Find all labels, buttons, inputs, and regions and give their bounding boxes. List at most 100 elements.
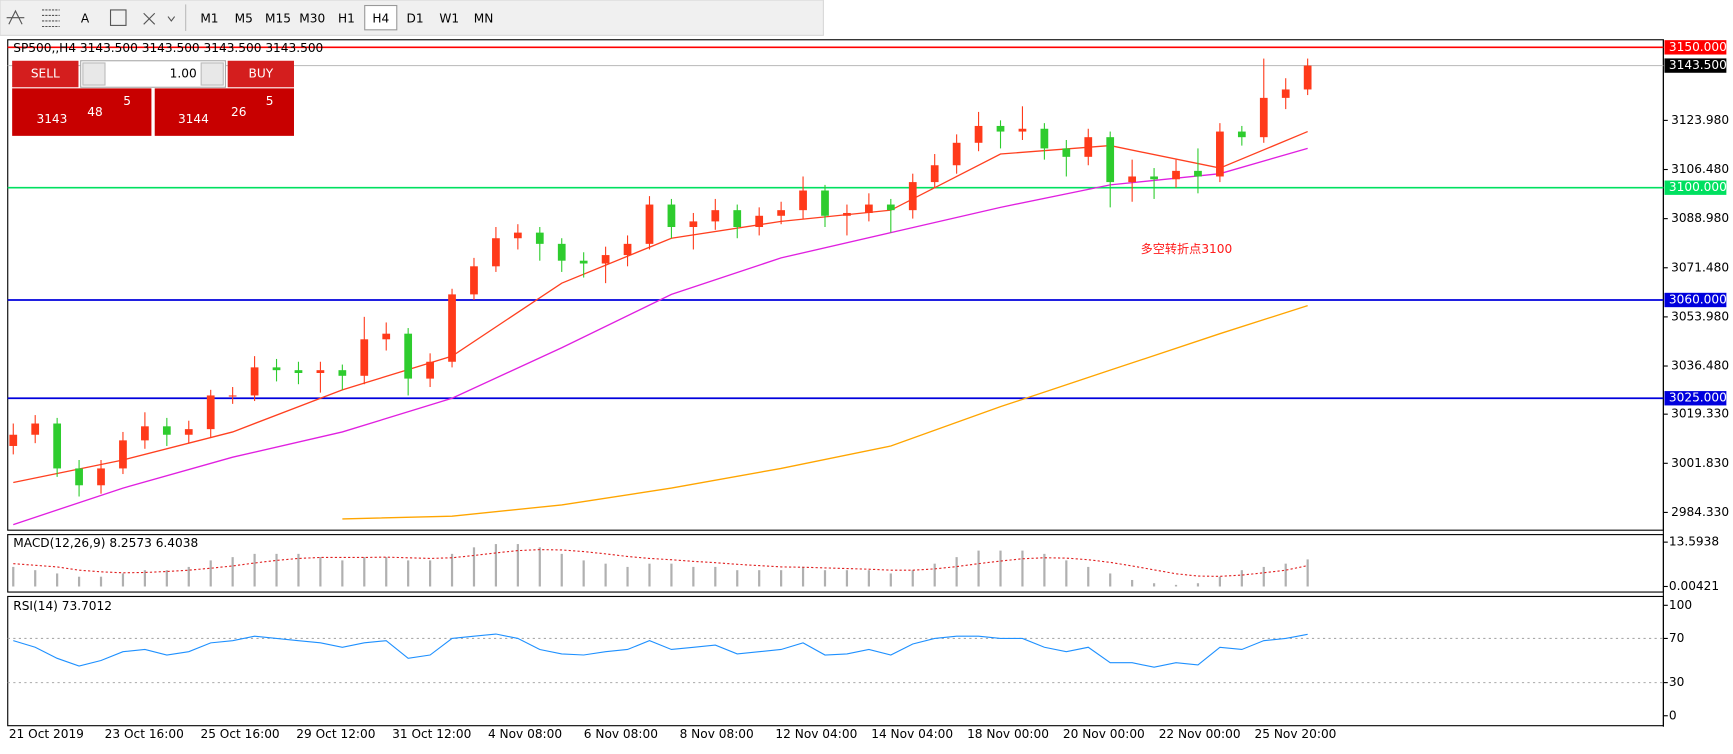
x-tick-label: 22 Nov 00:00 — [1159, 727, 1241, 741]
candle-body — [1062, 148, 1071, 157]
candle-body — [821, 190, 829, 216]
bid-main: 48 — [87, 105, 102, 119]
main-chart-frame — [7, 39, 1664, 531]
level-label-box — [1664, 180, 1727, 195]
candle-body — [1259, 97, 1268, 138]
current-price-label: 3143.500 — [1669, 58, 1727, 72]
y-tick-label: 3071.480 — [1671, 260, 1729, 274]
candle-body — [228, 395, 237, 397]
candle-body — [886, 204, 895, 211]
candle-body — [426, 361, 434, 379]
timeframe-label[interactable]: H1 — [338, 11, 355, 25]
candle-body — [119, 440, 127, 469]
ask-small: 5 — [266, 94, 274, 108]
x-tick-label: 20 Nov 00:00 — [1063, 727, 1145, 741]
candle-body — [75, 468, 83, 486]
y-tick-label: 3001.830 — [1671, 456, 1729, 470]
candle-body — [250, 367, 259, 396]
ask-box[interactable] — [154, 88, 294, 136]
level-label: 3025.000 — [1669, 391, 1727, 405]
timeframe-label[interactable]: D1 — [406, 11, 423, 25]
timeframe-button[interactable] — [193, 5, 226, 30]
candle-body — [31, 423, 40, 435]
timeframe-label[interactable]: MN — [474, 11, 494, 25]
candle-body — [1237, 131, 1246, 138]
buy-label[interactable]: BUY — [249, 67, 274, 81]
y-tick-label: 3106.480 — [1671, 162, 1729, 176]
sell-label[interactable]: SELL — [31, 67, 60, 81]
annotation: 多空转折点3100 — [1141, 241, 1233, 256]
candle-body — [579, 260, 588, 264]
current-price-box — [1664, 58, 1727, 73]
buy-button[interactable] — [227, 60, 294, 88]
y-tick-label: 0.00421 — [1669, 579, 1719, 593]
candle-body — [316, 370, 325, 373]
candle-body — [272, 367, 281, 371]
timeframe-label[interactable]: W1 — [439, 11, 459, 25]
y-tick-label: 3053.980 — [1671, 309, 1729, 323]
candle-body — [1018, 128, 1027, 132]
candle-body — [1150, 176, 1158, 180]
bid-small: 5 — [123, 94, 131, 108]
x-tick-label: 4 Nov 08:00 — [488, 727, 562, 741]
x-tick-label: 31 Oct 12:00 — [392, 727, 471, 741]
candle-body — [623, 243, 632, 256]
timeframe-button[interactable] — [467, 5, 500, 30]
rsi-frame — [7, 595, 1664, 727]
ask-main: 26 — [231, 105, 246, 119]
icon-label[interactable] — [109, 9, 127, 26]
moving-average — [342, 304, 1308, 520]
icon-fib[interactable] — [41, 9, 60, 28]
timeframe-label[interactable]: M30 — [299, 11, 325, 25]
candle-body — [1281, 89, 1290, 98]
candle-body — [404, 333, 413, 379]
y-tick-label: 3036.480 — [1671, 359, 1729, 373]
x-tick-label: 18 Nov 00:00 — [967, 727, 1049, 741]
timeframe-button[interactable] — [227, 5, 260, 30]
candle-body — [1194, 170, 1202, 177]
candle-body — [667, 204, 676, 228]
candle-body — [448, 294, 456, 362]
candle-body — [930, 165, 939, 183]
candle-body — [843, 212, 851, 216]
icon-arrows[interactable] — [143, 12, 176, 25]
candle-body — [645, 204, 654, 244]
bid-box[interactable] — [12, 88, 152, 136]
x-tick-label: 29 Oct 12:00 — [296, 727, 375, 741]
timeframe-button[interactable] — [433, 5, 466, 30]
candle-body — [162, 426, 171, 435]
timeframe-label[interactable]: H4 — [372, 11, 389, 25]
candle-body — [689, 221, 698, 228]
icon-chart[interactable] — [6, 9, 25, 25]
candle-body — [97, 468, 105, 486]
candle-body — [1303, 65, 1312, 90]
candle-body — [1128, 176, 1137, 183]
y-tick-label: 30 — [1669, 675, 1684, 689]
lot-down[interactable] — [82, 62, 106, 86]
timeframe-label[interactable]: M15 — [265, 11, 291, 25]
candle-body — [865, 204, 873, 213]
timeframe-button[interactable] — [261, 5, 294, 30]
lot-up[interactable] — [200, 62, 224, 86]
sell-button[interactable] — [12, 60, 79, 88]
timeframe-label[interactable]: M1 — [200, 11, 218, 25]
x-tick-label: 23 Oct 16:00 — [105, 727, 184, 741]
timeframe-button[interactable] — [364, 4, 398, 31]
timeframe-button[interactable] — [330, 5, 363, 30]
x-tick-label: 25 Nov 20:00 — [1255, 727, 1337, 741]
candle-body — [470, 266, 478, 295]
y-tick-label: 100 — [1669, 598, 1692, 612]
candle-body — [294, 370, 303, 373]
lot-value[interactable]: 1.00 — [170, 67, 197, 81]
candle-body — [184, 429, 193, 435]
rsi-line — [13, 633, 1308, 668]
timeframe-label[interactable]: M5 — [235, 11, 253, 25]
icon-text[interactable]: A — [81, 11, 90, 25]
candle-body — [1106, 137, 1115, 183]
candle-body — [908, 182, 917, 211]
timeframe-button[interactable] — [296, 5, 329, 30]
timeframe-button[interactable] — [398, 5, 432, 30]
bid-big: 3143 — [36, 112, 67, 126]
candle-body — [777, 210, 785, 216]
